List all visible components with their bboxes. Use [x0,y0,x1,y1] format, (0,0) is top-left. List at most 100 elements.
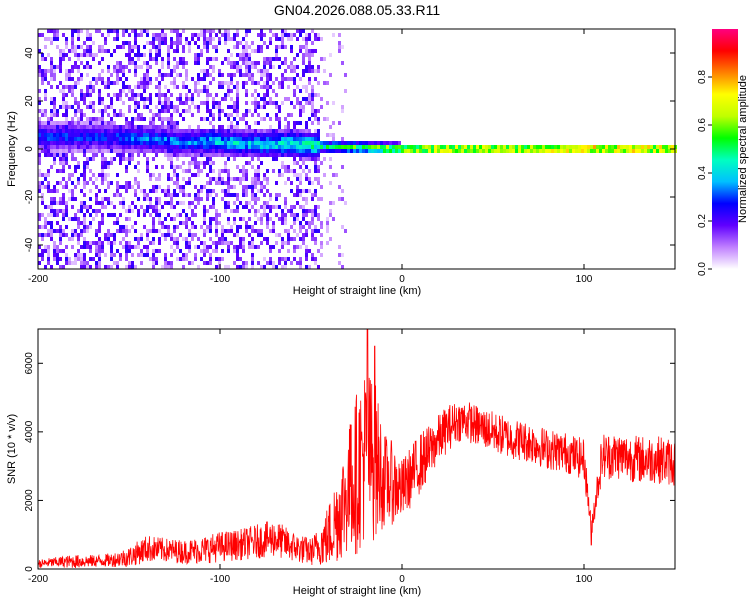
spectrogram-cell [227,189,230,193]
spectrogram-cell [293,237,296,241]
spectrogram-cell [248,153,251,157]
spectrogram-cell [539,149,542,153]
spectrogram-cell [89,65,92,69]
spectrogram-cell [146,229,149,233]
spectrogram-cell [38,245,41,249]
spectrogram-cell [221,169,224,173]
spectrogram-cell [38,149,41,153]
spectrogram-cell [173,29,176,33]
spectrogram-cell [257,105,260,109]
spectrogram-cell [395,149,398,153]
spectrogram-cell [173,129,176,133]
spectrogram-cell [230,37,233,41]
spectrogram-cell [152,149,155,153]
spectrogram-cell [167,137,170,141]
spectrogram-cell [125,253,128,257]
spectrogram-cell [41,149,44,153]
spectrogram-cell [152,229,155,233]
spectrogram-cell [176,37,179,41]
spectrogram-cell [53,77,56,81]
spectrogram-cell [239,65,242,69]
spectrogram-cell [263,205,266,209]
spectrogram-cell [101,129,104,133]
spectrogram-cell [152,57,155,61]
spectrogram-cell [164,193,167,197]
spectrogram-cell [320,37,323,41]
spectrogram-cell [275,153,278,157]
spectrogram-cell [104,133,107,137]
spectrogram-cell [38,101,41,105]
spectrogram-cell [149,145,152,149]
spectrogram-cell [401,145,404,149]
spectrogram-cell [86,33,89,37]
spectrogram-cell [257,61,260,65]
spectrogram-cell [62,53,65,57]
spectrogram-cell [269,261,272,265]
spectrogram-cell [74,49,77,53]
spectrogram-cell [95,145,98,149]
spectrogram-cell [89,141,92,145]
spectrogram-cell [293,69,296,73]
spectrogram-cell [215,137,218,141]
spectrogram-cell [74,65,77,69]
spectrogram-cell [182,133,185,137]
spectrogram-cell [296,133,299,137]
spectrogram-cell [233,245,236,249]
spectrogram-cell [194,245,197,249]
spectrogram-cell [344,145,347,149]
spectrogram-cell [80,145,83,149]
spectrogram-cell [239,245,242,249]
spectrogram-cell [293,121,296,125]
spectrogram-cell [389,145,392,149]
spectrogram-cell [314,209,317,213]
spectrogram-cell [206,137,209,141]
spectrogram-cell [155,149,158,153]
spectrogram-cell [233,185,236,189]
spectrogram-cell [170,145,173,149]
spectrogram-cell [152,217,155,221]
spectrogram-cell [242,145,245,149]
spectrogram-cell [143,209,146,213]
spectrogram-cell [203,133,206,137]
spectrogram-cell [413,149,416,153]
spectrogram-cell [281,101,284,105]
spectrogram-cell [185,97,188,101]
spectrogram-cell [182,101,185,105]
spectrogram-cell [71,49,74,53]
spectrogram-cell [158,109,161,113]
spectrogram-cell [125,165,128,169]
spectrogram-cell [110,157,113,161]
spectrogram-cell [194,81,197,85]
spectrogram-cell [233,109,236,113]
spectrogram-cell [329,157,332,161]
spectrogram-cell [68,89,71,93]
spectrogram-cell [284,141,287,145]
spectrogram-cell [83,237,86,241]
spectrogram-cell [506,145,509,149]
spectrogram-cell [47,137,50,141]
spectrogram-cell [257,133,260,137]
spectrogram-cell [134,181,137,185]
spectrogram-cell [80,97,83,101]
spectrogram-cell [98,265,101,269]
spectrogram-cell [617,149,620,153]
spectrogram-cell [197,161,200,165]
spectrogram-cell [83,137,86,141]
spectrogram-cell [68,129,71,133]
spectrogram-cell [299,157,302,161]
spectrogram-cell [302,209,305,213]
spectrogram-cell [149,189,152,193]
spectrogram-cell [125,225,128,229]
spectrogram-cell [116,45,119,49]
spectrogram-cell [323,149,326,153]
spectrogram-cell [230,153,233,157]
spectrogram-cell [263,57,266,61]
spectrogram-cell [116,113,119,117]
spectrogram-cell [50,133,53,137]
spectrogram-cell [248,109,251,113]
spectrogram-cell [227,217,230,221]
spectrogram-cell [458,149,461,153]
spectrogram-cell [65,209,68,213]
spectrogram-cell [305,97,308,101]
spectrogram-cell [203,245,206,249]
